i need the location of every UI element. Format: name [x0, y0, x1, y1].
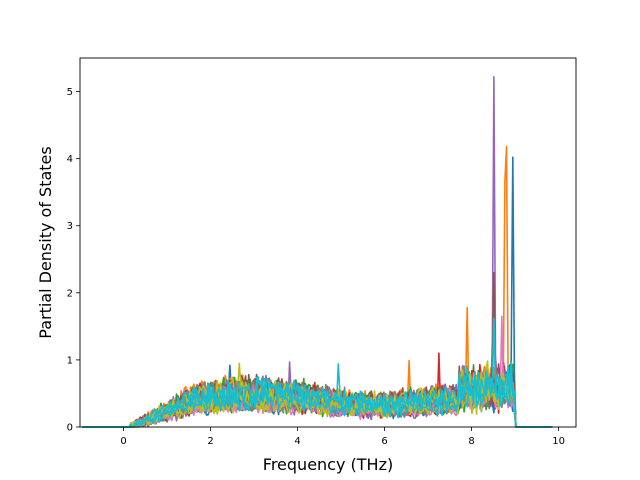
plot-frame: [79, 57, 577, 428]
x-tick-label: 10: [552, 436, 565, 447]
y-tick-label: 4: [67, 154, 73, 165]
y-tick-label: 2: [67, 288, 73, 299]
series-line: [82, 364, 553, 428]
series-layer: [82, 76, 553, 428]
x-tick-label: 4: [294, 436, 300, 447]
x-axis: 0 2 4 6 8 10: [120, 427, 565, 447]
series-line: [82, 371, 553, 428]
y-tick-label: 3: [67, 221, 73, 232]
y-axis-label: Partial Density of States: [36, 146, 55, 338]
x-tick-label: 8: [468, 436, 474, 447]
y-axis: 0 1 2 3 4 5: [67, 87, 80, 434]
x-axis-label: Frequency (THz): [263, 455, 393, 474]
x-tick-label: 0: [120, 436, 126, 447]
y-tick-label: 0: [67, 423, 73, 434]
x-tick-label: 6: [381, 436, 387, 447]
y-tick-label: 5: [67, 87, 73, 98]
x-tick-label: 2: [207, 436, 213, 447]
y-tick-label: 1: [67, 355, 73, 366]
